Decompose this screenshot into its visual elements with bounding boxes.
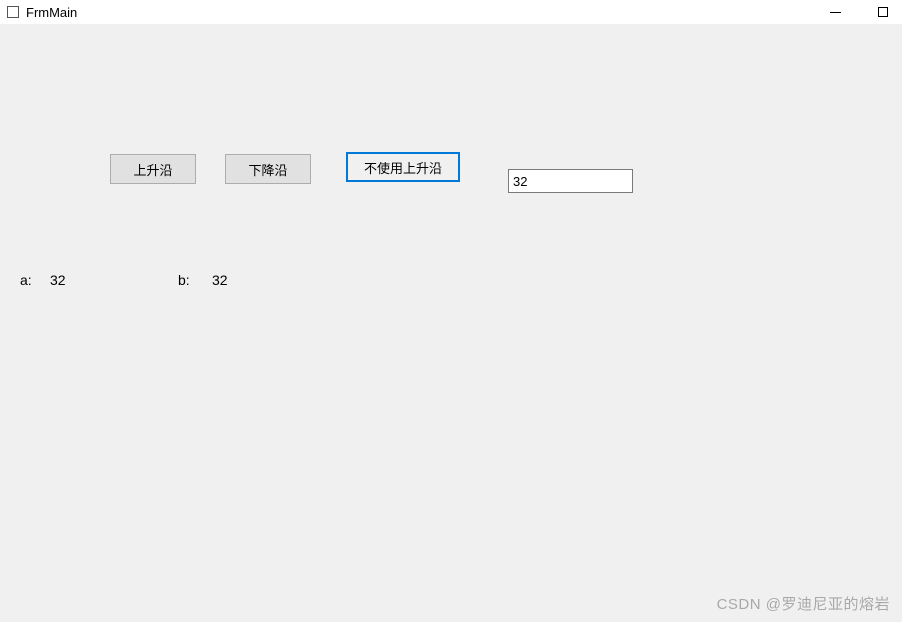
label-b-caption: b:: [178, 272, 190, 288]
minimize-icon: [830, 12, 841, 13]
label-a-value: 32: [50, 272, 66, 288]
falling-edge-label: 下降沿: [248, 160, 287, 179]
window-title: FrmMain: [26, 5, 77, 20]
no-rising-edge-label: 不使用上升沿: [364, 158, 442, 177]
falling-edge-button[interactable]: 下降沿: [225, 154, 311, 184]
maximize-icon: [878, 7, 888, 17]
window-titlebar: FrmMain: [0, 0, 902, 24]
watermark-text: CSDN @罗迪尼亚的熔岩: [717, 593, 890, 614]
value-textbox[interactable]: [508, 169, 633, 193]
maximize-button[interactable]: [868, 2, 898, 22]
minimize-button[interactable]: [820, 2, 850, 22]
rising-edge-label: 上升沿: [133, 160, 172, 179]
rising-edge-button[interactable]: 上升沿: [110, 154, 196, 184]
app-icon: [6, 5, 20, 19]
no-rising-edge-button[interactable]: 不使用上升沿: [346, 152, 460, 182]
titlebar-left: FrmMain: [6, 5, 77, 20]
label-b-value: 32: [212, 272, 228, 288]
titlebar-controls: [820, 2, 898, 22]
client-area: 上升沿 下降沿 不使用上升沿 a: 32 b: 32 CSDN @罗迪尼亚的熔岩: [0, 24, 902, 622]
label-a-caption: a:: [20, 272, 32, 288]
